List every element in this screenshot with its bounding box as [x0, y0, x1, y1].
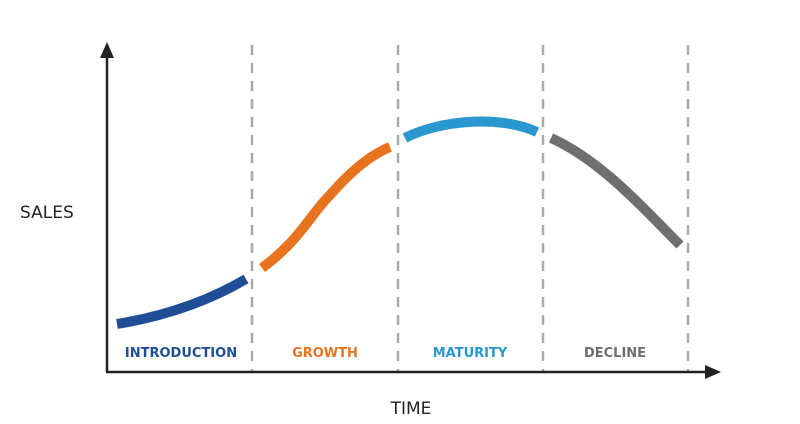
y-axis-label: SALES [20, 203, 74, 223]
stage-label: DECLINE [584, 346, 646, 361]
decline-curve [548, 133, 684, 249]
stage-label: MATURITY [433, 346, 508, 361]
y-axis-arrow [100, 42, 114, 58]
growth-curve [259, 142, 392, 273]
maturity-curve [402, 116, 540, 143]
stage-label: INTRODUCTION [125, 346, 237, 361]
introduction-curve [116, 274, 249, 329]
stage-label: GROWTH [292, 346, 358, 361]
x-axis-arrow [705, 365, 721, 379]
x-axis-label: TIME [390, 399, 432, 419]
